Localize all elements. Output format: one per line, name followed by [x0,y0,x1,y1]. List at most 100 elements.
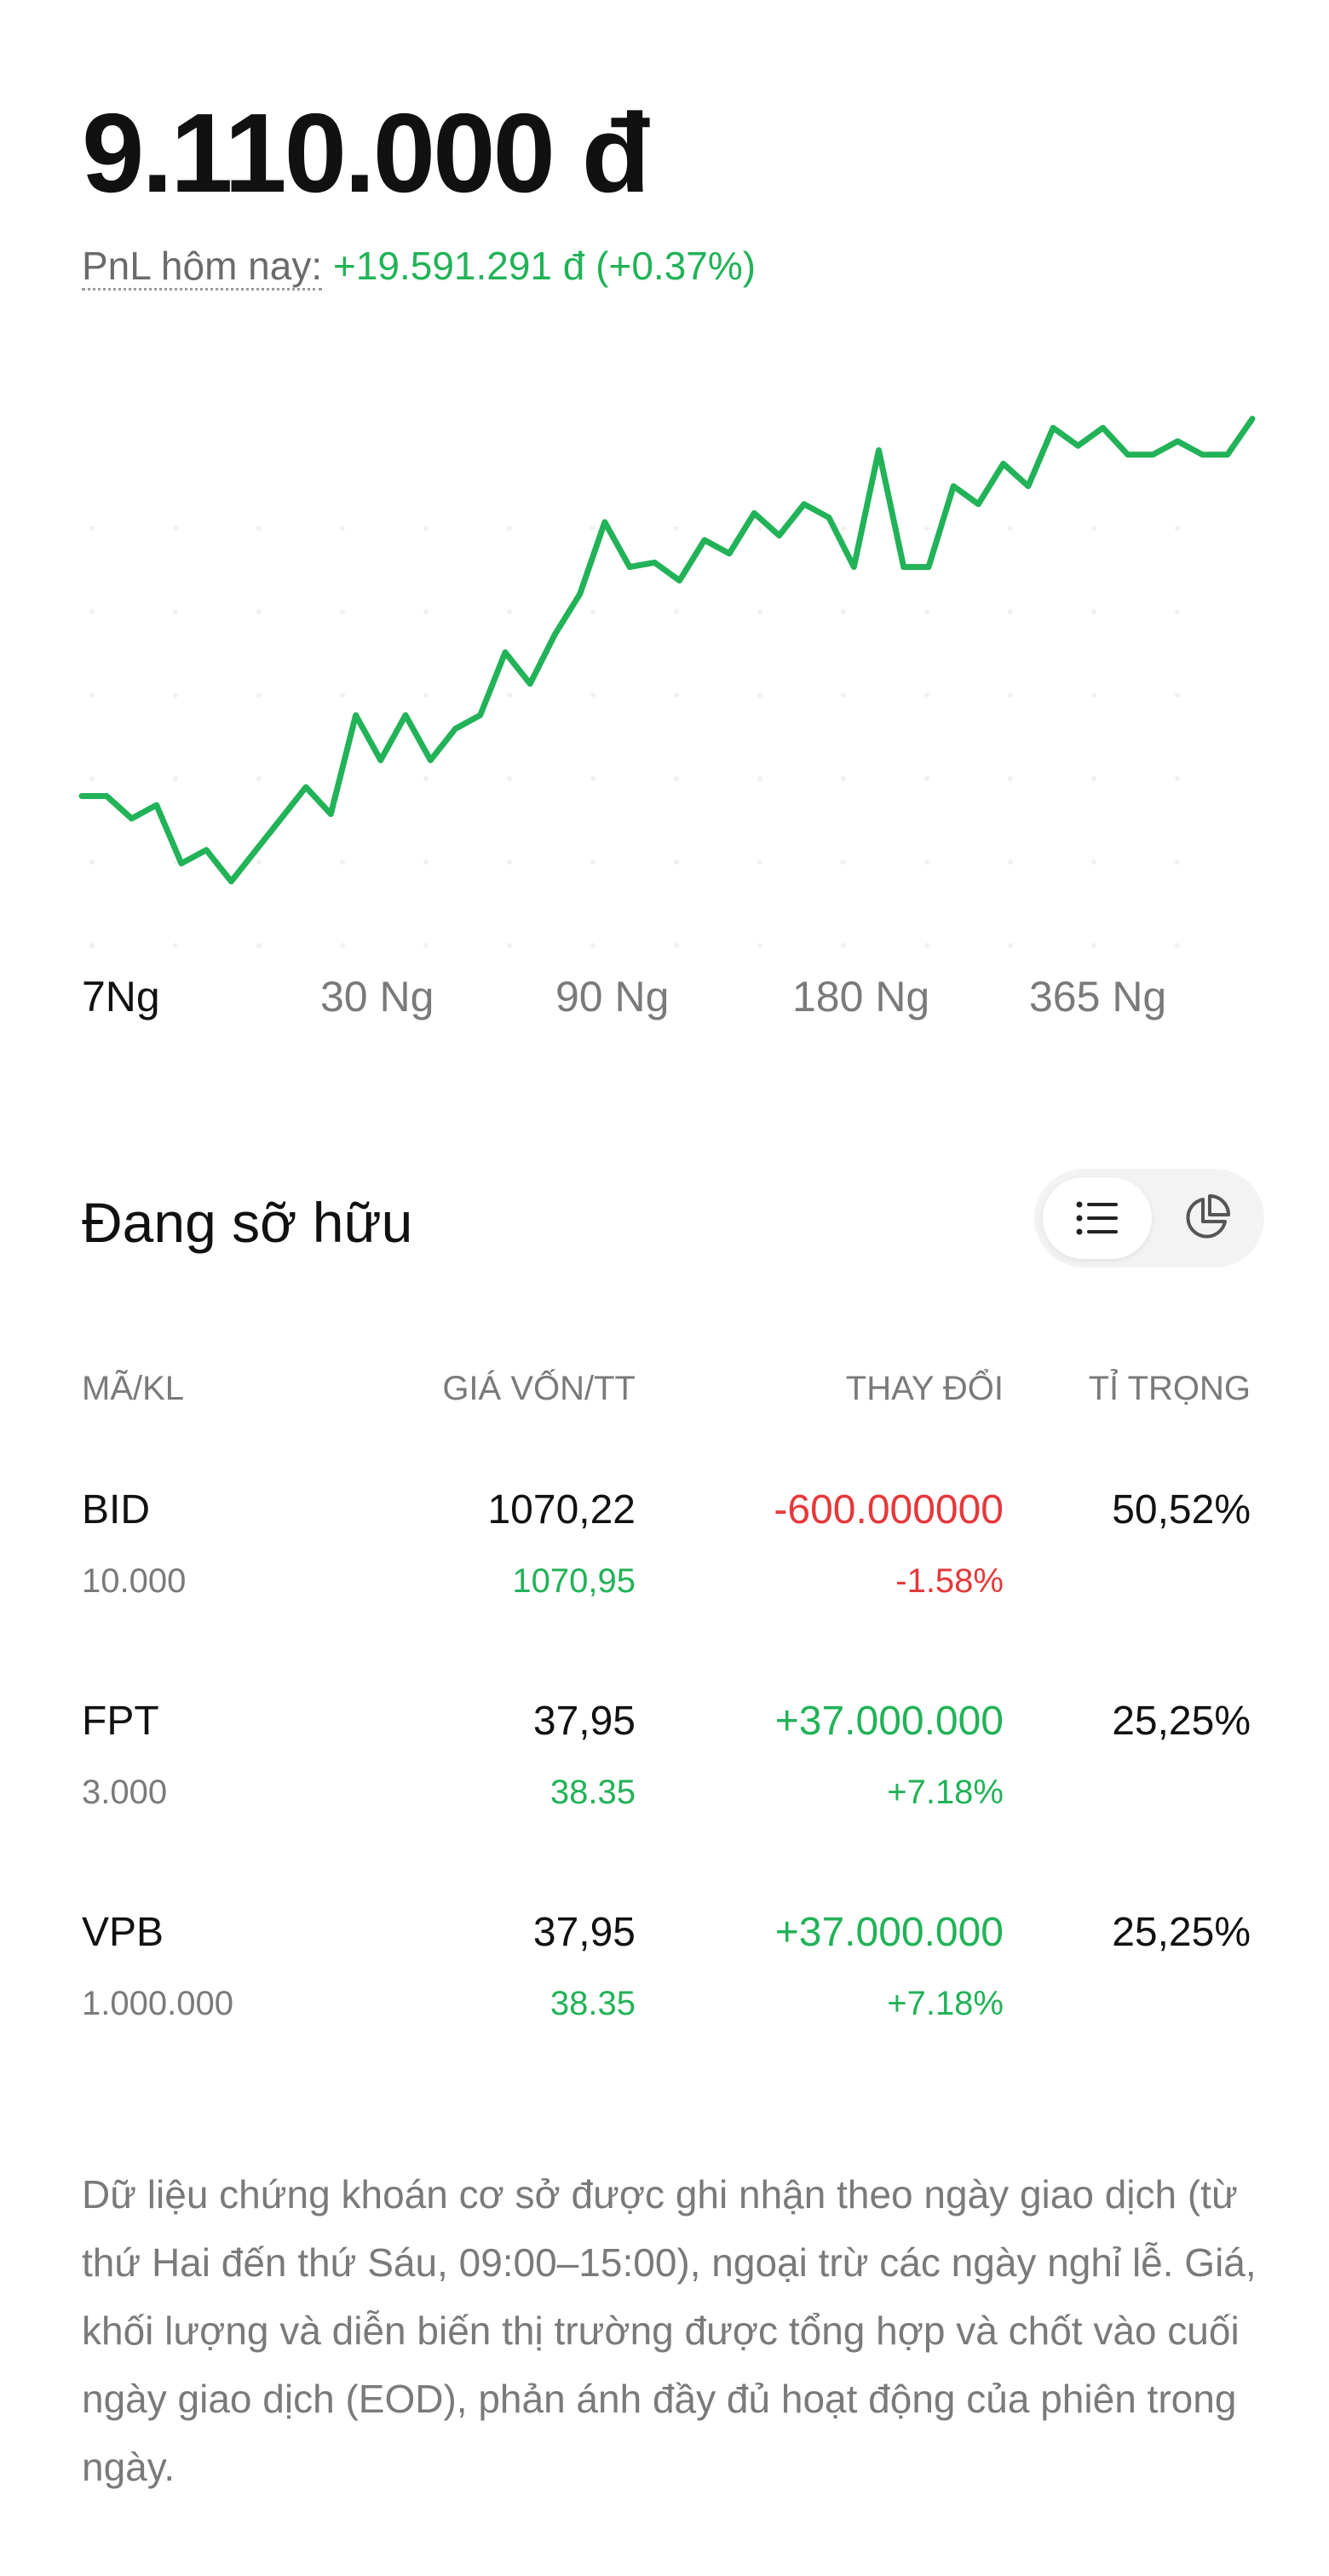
grid-dot [173,943,178,948]
holding-cost-price: 37,95 [532,1699,636,1744]
grid-dot [841,943,846,948]
grid-dot [1008,609,1013,614]
portfolio-balance: 9.110.000 đ [82,90,650,216]
pie-chart-icon [1186,1194,1230,1239]
grid-dot [340,860,345,865]
grid-dot [674,609,679,614]
grid-dot [1091,609,1096,614]
grid-dot [423,526,429,531]
grid-dot [89,526,95,531]
grid-dot [173,693,178,698]
holding-market-price: 38.35 [549,1774,636,1811]
holding-change-value: -600.000000 [774,1487,1004,1532]
grid-dot [674,860,679,865]
grid-dot [924,526,929,531]
grid-dot [507,609,512,614]
holding-row-bid[interactable]: BID 10.000 1070,22 1070,95 -600.000000 -… [0,1482,1329,1695]
time-range-selector: 7Ng 30 Ng 90 Ng 180 Ng 365 Ng [0,963,1329,1031]
grid-dot [256,860,262,865]
grid-dot [507,860,512,865]
grid-dot [173,776,178,781]
holding-market-price: 1070,95 [512,1562,636,1600]
grid-dot [89,860,95,865]
grid-dot [507,693,512,698]
grid-dot [924,860,929,865]
grid-dot [674,776,679,781]
grid-dot [1008,860,1013,865]
grid-dot [757,776,762,781]
holding-change-percent: +7.18% [887,1985,1004,2022]
grid-dot [89,943,95,948]
grid-dot [1091,860,1096,865]
grid-dot [173,609,178,614]
range-90-days[interactable]: 90 Ng [555,973,670,1021]
grid-dot [256,776,262,781]
grid-dot [841,693,846,698]
holdings-title: Đang sỡ hữu [82,1191,413,1254]
grid-dot [924,776,929,781]
pie-view-button[interactable] [1152,1177,1261,1259]
data-disclaimer: Dữ liệu chứng khoán cơ sở được ghi nhận … [82,2172,1257,2489]
grid-dot [1175,526,1180,531]
range-7-days[interactable]: 7Ng [82,973,160,1021]
grid-dot [757,943,762,948]
grid-dot [256,693,262,698]
grid-dot [1175,943,1180,948]
grid-dot [590,776,595,781]
grid-dot [89,693,95,698]
grid-dot [1008,693,1013,698]
grid-dot [340,943,345,948]
grid-dot [590,943,595,948]
column-change: THAY ĐỔI [845,1370,1004,1407]
grid-dot [674,693,679,698]
list-icon [1076,1201,1118,1235]
holding-symbol: FPT [82,1699,159,1744]
holding-weight: 25,25% [1112,1910,1251,1955]
pnl-label[interactable]: PnL hôm nay: [82,244,323,290]
range-30-days[interactable]: 30 Ng [320,973,434,1021]
grid-dot [924,693,929,698]
grid-dot [924,609,929,614]
grid-dot [1091,776,1096,781]
grid-dot [423,943,429,948]
grid-dot [590,860,595,865]
holding-row-fpt[interactable]: FPT 3.000 37,95 38.35 +37.000.000 +7.18%… [0,1693,1329,1906]
grid-dot [340,609,345,614]
grid-dot [423,776,429,781]
holding-change-value: +37.000.000 [774,1699,1004,1744]
holding-quantity: 1.000.000 [82,1985,233,2022]
grid-dot [1008,943,1013,948]
grid-dot [924,943,929,948]
grid-dot [757,526,762,531]
grid-dot [590,609,595,614]
column-symbol: MÃ/KL [82,1370,185,1407]
grid-dot [757,860,762,865]
grid-dot [1175,693,1180,698]
column-weight: TỈ TRỌNG [1088,1370,1251,1407]
list-view-button[interactable] [1043,1177,1152,1259]
grid-dot [1175,776,1180,781]
range-365-days[interactable]: 365 Ng [1029,973,1167,1021]
holding-weight: 50,52% [1112,1487,1251,1532]
holding-change-value: +37.000.000 [774,1910,1004,1955]
holding-cost-price: 1070,22 [487,1487,636,1532]
grid-dot [841,776,846,781]
range-180-days[interactable]: 180 Ng [792,973,930,1021]
grid-dot [256,609,262,614]
grid-dot [1008,776,1013,781]
holding-row-vpb[interactable]: VPB 1.000.000 37,95 38.35 +37.000.000 +7… [0,1905,1329,2118]
grid-dot [841,526,846,531]
grid-dot [89,776,95,781]
holding-weight: 25,25% [1112,1699,1251,1744]
grid-dot [1175,860,1180,865]
holding-symbol: VPB [82,1910,164,1955]
grid-dot [1175,609,1180,614]
chart-grid [89,526,1180,948]
grid-dot [674,943,679,948]
chart-line [78,416,1256,885]
grid-dot [89,609,95,614]
grid-dot [423,693,429,698]
grid-dot [1008,526,1013,531]
holding-market-price: 38.35 [549,1985,636,2022]
grid-dot [841,860,846,865]
